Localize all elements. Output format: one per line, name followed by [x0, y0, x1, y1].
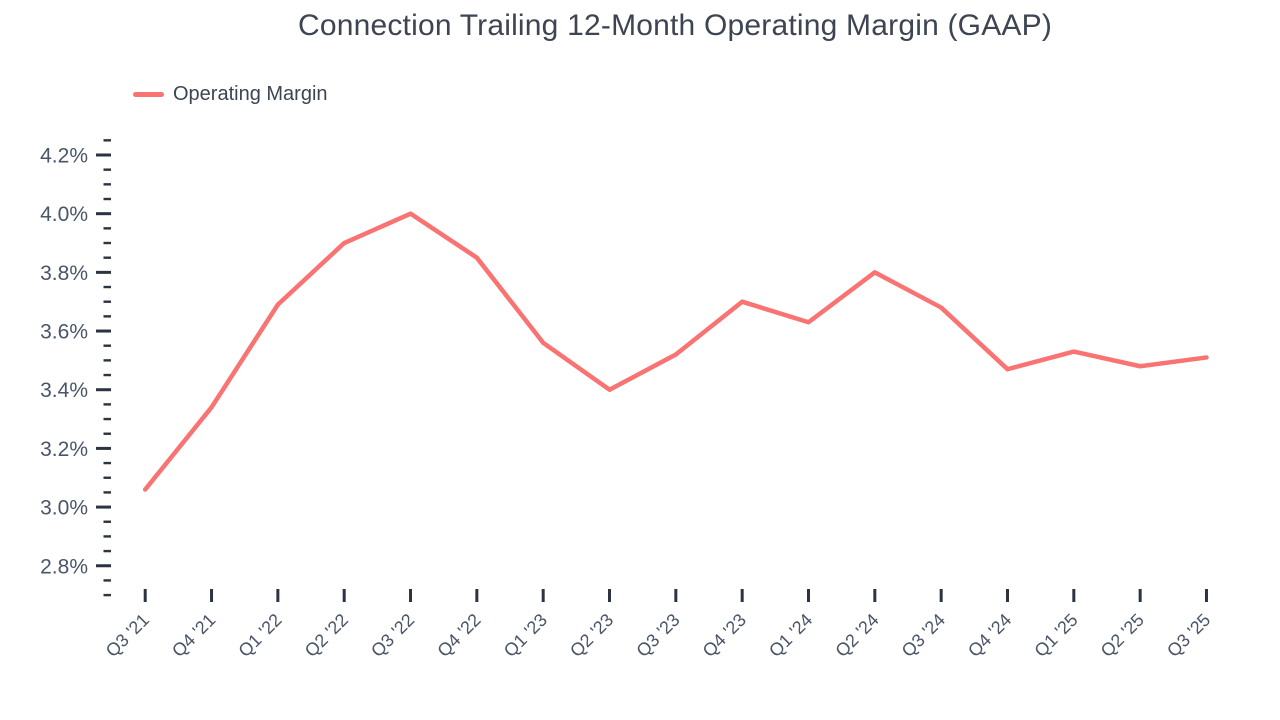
x-axis-label: Q1 '24: [765, 610, 816, 661]
y-axis-tick-label: 4.0%: [40, 203, 88, 226]
x-axis-label: Q1 '22: [234, 610, 285, 661]
x-axis-label: Q3 '24: [898, 610, 949, 661]
x-axis-label: Q4 '21: [168, 610, 219, 661]
x-axis-label: Q4 '24: [964, 610, 1015, 661]
y-axis-tick-label: 3.0%: [40, 497, 88, 520]
x-axis-label: Q3 '23: [632, 610, 683, 661]
x-axis-label: Q3 '22: [367, 610, 418, 661]
x-axis-label: Q2 '22: [301, 610, 352, 661]
y-axis-tick-label: 3.8%: [40, 262, 88, 285]
x-axis-label: Q2 '25: [1097, 610, 1148, 661]
x-axis-label: Q2 '23: [566, 610, 617, 661]
x-axis-label: Q1 '23: [500, 610, 551, 661]
legend-label: Operating Margin: [173, 83, 328, 105]
legend-line-swatch-icon: [133, 92, 164, 97]
x-axis-label: Q4 '22: [433, 610, 484, 661]
x-axis-label: Q2 '24: [831, 610, 882, 661]
y-axis-tick-label: 3.2%: [40, 438, 88, 461]
x-axis-label: Q1 '25: [1030, 610, 1081, 661]
chart-title: Connection Trailing 12-Month Operating M…: [297, 9, 1053, 42]
x-axis-label: Q3 '21: [102, 610, 153, 661]
x-axis-label: Q3 '25: [1163, 610, 1214, 661]
series-line-operating-margin: [142, 211, 1209, 492]
y-axis-tick-label: 3.4%: [40, 379, 88, 402]
x-axis-label: Q4 '23: [699, 610, 750, 661]
y-axis-tick-label: 3.6%: [40, 321, 88, 344]
legend: Operating Margin: [133, 83, 328, 106]
y-axis-tick-label: 2.8%: [40, 555, 88, 578]
y-axis-tick-label: 4.2%: [40, 145, 88, 168]
